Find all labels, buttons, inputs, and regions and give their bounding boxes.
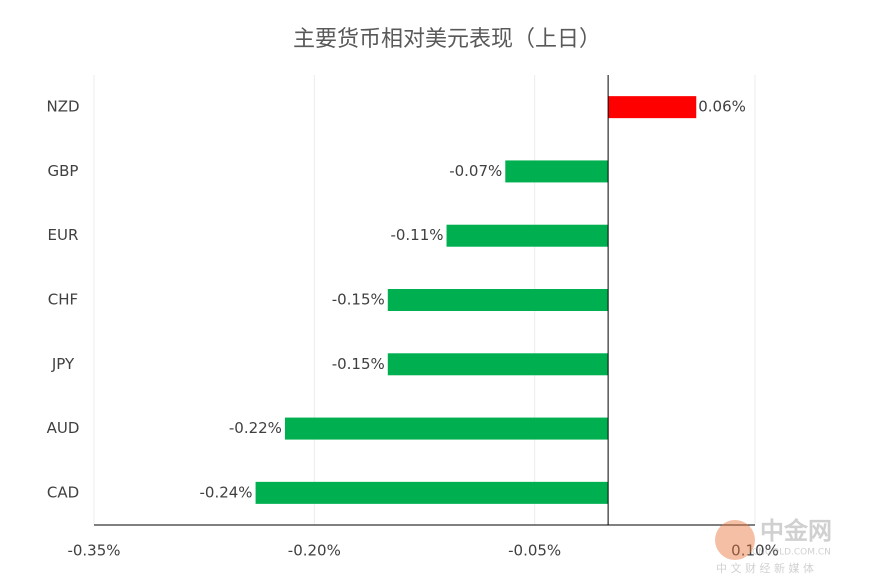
y-tick-label: CAD <box>47 483 79 501</box>
x-tick-label: -0.20% <box>288 542 341 560</box>
bar <box>608 96 697 119</box>
watermark-name: 中金网 <box>760 517 832 545</box>
y-tick-label: GBP <box>48 162 79 180</box>
bar <box>284 417 609 440</box>
y-tick-label: NZD <box>46 98 79 116</box>
watermark: 中金网 CNGOLD.COM.CN 中 文 财 经 新 媒 体 <box>715 517 832 575</box>
chart-title: 主要货币相对美元表现（上日） <box>293 27 601 52</box>
y-tick-label: EUR <box>48 226 79 244</box>
x-tick-label: 0.10% <box>731 542 779 560</box>
data-label: -0.11% <box>390 226 443 244</box>
bar <box>255 481 609 504</box>
data-label: -0.15% <box>332 291 385 309</box>
data-label: 0.06% <box>698 98 746 116</box>
x-tick-label: -0.35% <box>67 542 120 560</box>
data-label: -0.07% <box>449 162 502 180</box>
watermark-tagline: 中 文 财 经 新 媒 体 <box>716 561 814 575</box>
bar <box>505 160 609 183</box>
y-tick-label: AUD <box>47 419 80 437</box>
y-tick-label: CHF <box>48 291 78 309</box>
y-tick-label: JPY <box>51 355 75 373</box>
watermark-url: CNGOLD.COM.CN <box>752 548 831 558</box>
data-label: -0.22% <box>229 419 282 437</box>
watermark-logo <box>715 520 755 560</box>
data-label: -0.15% <box>332 355 385 373</box>
bar <box>446 224 609 247</box>
bar <box>387 353 609 376</box>
data-label: -0.24% <box>199 483 252 501</box>
x-tick-label: -0.05% <box>508 542 561 560</box>
bar <box>387 289 609 311</box>
